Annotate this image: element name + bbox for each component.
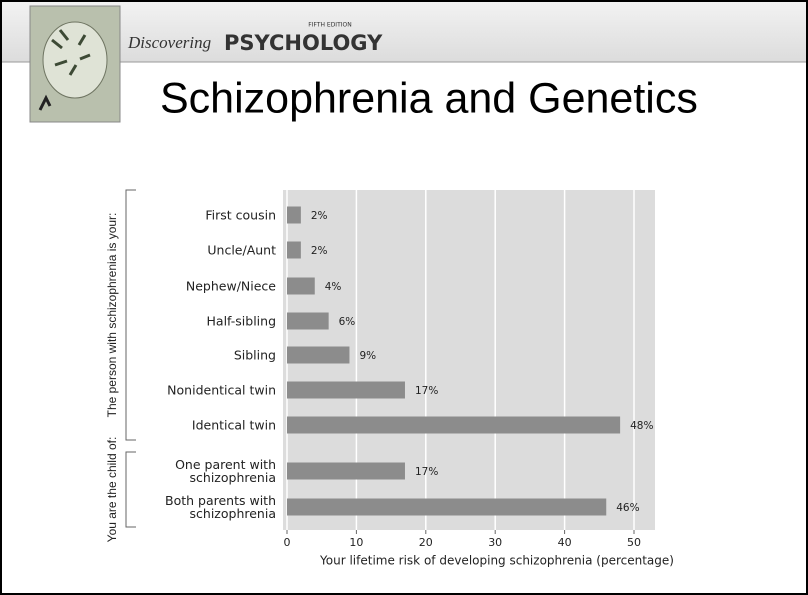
category-label: Both parents with schizophrenia	[165, 494, 276, 520]
value-label: 9%	[359, 350, 376, 362]
value-label: 48%	[630, 420, 653, 432]
category-label: First cousin	[205, 209, 276, 222]
category-label: Uncle/Aunt	[207, 244, 276, 257]
slide: FIFTH EDITION Discovering PSYCHOLOGY Sch…	[0, 0, 808, 595]
bar	[287, 382, 405, 399]
x-tick-label: 40	[558, 536, 572, 549]
x-tick-label: 30	[488, 536, 502, 549]
value-label: 6%	[339, 316, 356, 328]
value-label: 17%	[415, 466, 438, 478]
category-label: One parent with schizophrenia	[175, 458, 276, 484]
group-label: The person with schizophrenia is your:	[105, 213, 119, 418]
value-label: 4%	[325, 281, 342, 293]
x-tick-label: 20	[419, 536, 433, 549]
value-label: 17%	[415, 385, 438, 397]
category-label: Nephew/Niece	[186, 280, 276, 293]
category-label: Half-sibling	[207, 315, 276, 328]
value-label: 46%	[616, 502, 639, 514]
header-band	[2, 2, 806, 62]
bar	[287, 417, 620, 434]
category-label: Identical twin	[192, 419, 276, 432]
x-axis-label: Your lifetime risk of developing schizop…	[319, 554, 674, 568]
value-label: 2%	[311, 245, 328, 257]
chart: FIFTH EDITION Discovering PSYCHOLOGY Sch…	[0, 0, 808, 595]
bar	[287, 313, 329, 330]
bar	[287, 499, 606, 516]
bar	[287, 242, 301, 259]
bar	[287, 278, 315, 295]
category-label: Nonidentical twin	[167, 384, 276, 397]
bar	[287, 347, 349, 364]
bar	[287, 463, 405, 480]
book-cover	[30, 6, 120, 122]
x-tick-label: 10	[349, 536, 363, 549]
edition: FIFTH EDITION	[308, 22, 351, 29]
group-label: You are the child of:	[105, 437, 119, 543]
x-tick-label: 0	[284, 536, 291, 549]
category-label: Sibling	[234, 349, 276, 362]
value-label: 2%	[311, 210, 328, 222]
x-tick-label: 50	[627, 536, 641, 549]
brand: PSYCHOLOGY	[224, 31, 383, 55]
slide-title: Schizophrenia and Genetics	[160, 74, 698, 122]
brand-script: Discovering	[127, 33, 211, 52]
bar	[287, 207, 301, 224]
